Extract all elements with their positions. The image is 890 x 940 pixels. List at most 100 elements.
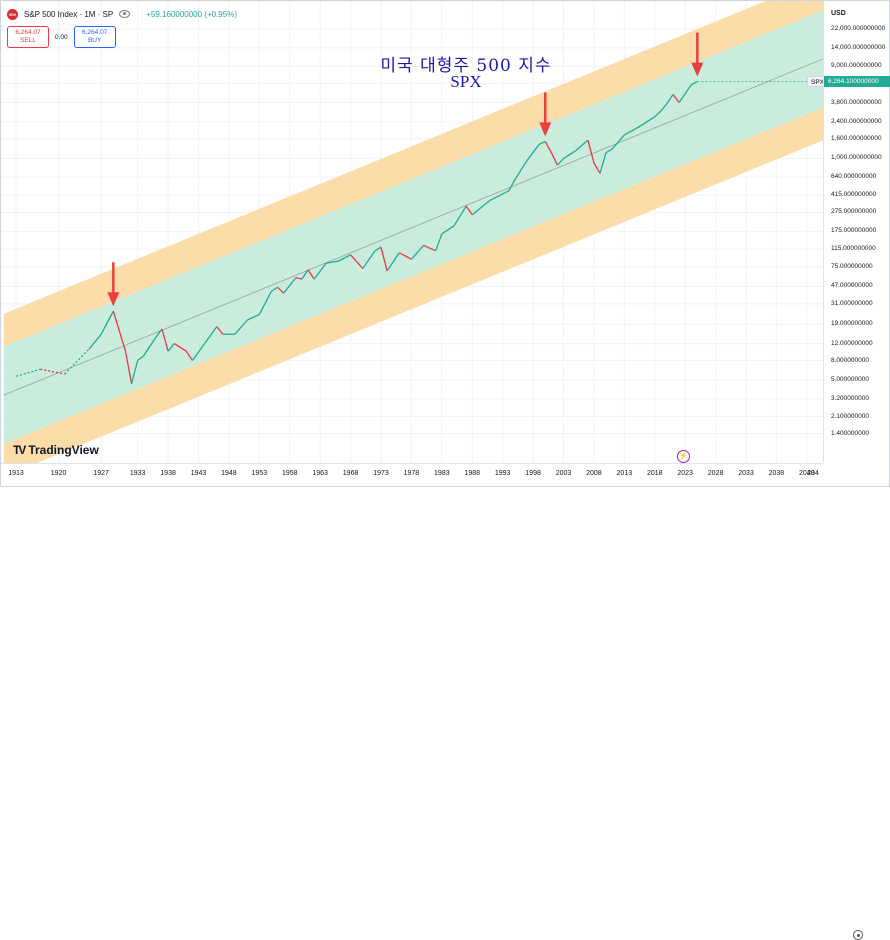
symbol-logo[interactable]: 500 [7, 8, 18, 20]
time-tick-label: 2023 [677, 470, 693, 477]
price-tick-label: 75.000000000 [831, 262, 873, 270]
time-tick-label: 1913 [8, 470, 24, 477]
price-segment [490, 190, 510, 201]
price-tick-label: 1.400000000 [831, 429, 869, 437]
tradingview-logo[interactable]: TV TradingView [13, 443, 99, 457]
price-segment [301, 269, 309, 280]
settings-icon[interactable] [853, 930, 863, 940]
price-segment [234, 319, 248, 335]
price-tick-label: 3.200000000 [831, 394, 869, 402]
price-segment [441, 225, 455, 235]
price-segment [544, 141, 552, 153]
time-tick-label: 1927 [93, 470, 109, 477]
time-tick-label: 2038 [768, 470, 785, 477]
price-tick-label: 9,000.000000000 [831, 62, 882, 70]
bolt-icon[interactable]: ⚡ [677, 450, 690, 463]
price-segment [143, 336, 157, 356]
price-segment [173, 343, 187, 352]
price-tick-label: 8.000000000 [831, 356, 869, 364]
price-segment [453, 205, 467, 227]
time-tick-label: 2043 [799, 470, 815, 477]
price-segment [246, 313, 260, 321]
price-segment [599, 152, 607, 174]
price-tick-label: 47.000000000 [831, 282, 873, 290]
time-axis[interactable]: 1913 1920 1927 1933 1938 1943 1948 1953 1958 1963… [1, 463, 863, 940]
price-segment [624, 127, 637, 136]
price-change: +59.160000000 (+0.95%) [146, 9, 237, 19]
price-segment [636, 116, 656, 129]
price-segment [538, 140, 546, 145]
price-segment [435, 233, 443, 252]
chart-title[interactable]: S&P 500 Index · 1M · SP [24, 9, 114, 19]
price-segment [678, 93, 686, 103]
price-segment [690, 81, 698, 86]
price-segment [380, 247, 388, 272]
price-segment [471, 204, 485, 216]
price-segment [386, 252, 400, 272]
price-segment [283, 277, 297, 294]
price-segment [313, 262, 327, 280]
price-tick-label: 415.000000000 [831, 191, 877, 199]
time-tick-label: 1938 [160, 470, 176, 477]
time-tick-label: 2018 [646, 470, 663, 477]
peak-arrow-head [691, 62, 704, 77]
time-tick-label: 204 [807, 470, 819, 477]
buy-price: 6,264.07 [82, 29, 108, 36]
eye-icon[interactable] [119, 10, 131, 18]
price-axis[interactable]: USD 22,000.000000000 14,000.000000000 9,00… [823, 1, 890, 463]
price-segment [410, 245, 425, 260]
plot-area[interactable]: 500 S&P 500 Index · 1M · SP +59.16000000… [1, 1, 823, 463]
price-segment [137, 355, 145, 362]
price-segment [611, 134, 625, 150]
tradingview-logo-text: TradingView [28, 443, 99, 457]
tradingview-logo-mark: TV [13, 443, 26, 457]
price-segment [271, 286, 278, 292]
buy-button[interactable]: 6,264.07 BUY [73, 26, 116, 48]
currency-label[interactable]: USD [831, 10, 846, 17]
price-segment [350, 254, 364, 269]
time-tick-label: 1973 [373, 470, 389, 477]
price-segment [295, 276, 303, 280]
time-tick-label: 2033 [738, 470, 754, 477]
time-tick-label: 2028 [707, 470, 724, 477]
price-segment [526, 143, 540, 161]
price-segment [112, 311, 127, 352]
price-tick-label: 640.000000000 [831, 173, 877, 181]
price-segment [307, 269, 315, 280]
price-segment [672, 94, 680, 103]
price-tick-label: 1,600.000000000 [831, 134, 882, 142]
price-segment [124, 351, 133, 384]
time-tick-label: 1983 [434, 470, 450, 477]
price-segment [666, 94, 674, 104]
sell-button[interactable]: 6,264.07 SELL [7, 26, 49, 48]
time-tick-label: 1948 [221, 470, 237, 477]
last-price-tag: 6,264.100000000 [824, 76, 890, 88]
annotation-title: 미국 대형주 500 지수 [380, 56, 552, 76]
price-segment [605, 148, 613, 154]
time-tick-label: 1998 [525, 470, 541, 477]
price-tick-label: 2.100000000 [831, 412, 869, 420]
annotation-symbol: SPX [450, 72, 482, 91]
price-tick-label: 175.000000000 [831, 227, 877, 235]
time-tick-label: 1993 [494, 470, 511, 477]
price-segment [155, 328, 163, 338]
price-segment [660, 103, 668, 112]
time-tick-label: 2013 [616, 470, 633, 477]
time-tick-label: 1968 [342, 470, 359, 477]
price-segment [191, 343, 206, 361]
price-tick-label: 5.000000000 [831, 376, 869, 384]
price-segment [508, 179, 516, 192]
price-tick-label: 275.000000000 [831, 208, 877, 216]
sell-price: 6,264.07 [15, 29, 41, 36]
price-tick-label: 31.000000000 [831, 299, 873, 307]
price-segment [550, 152, 559, 166]
time-tick-label: 1920 [50, 470, 67, 477]
price-tick-label: 3,800.000000000 [831, 98, 882, 106]
price-segment [563, 150, 577, 159]
peak-arrow-head [107, 292, 120, 307]
time-tick-label: 1963 [312, 470, 328, 477]
price-tick-label: 19.000000000 [831, 320, 873, 328]
time-tick-label: 1933 [129, 470, 146, 477]
time-tick-label: 2003 [555, 470, 572, 477]
